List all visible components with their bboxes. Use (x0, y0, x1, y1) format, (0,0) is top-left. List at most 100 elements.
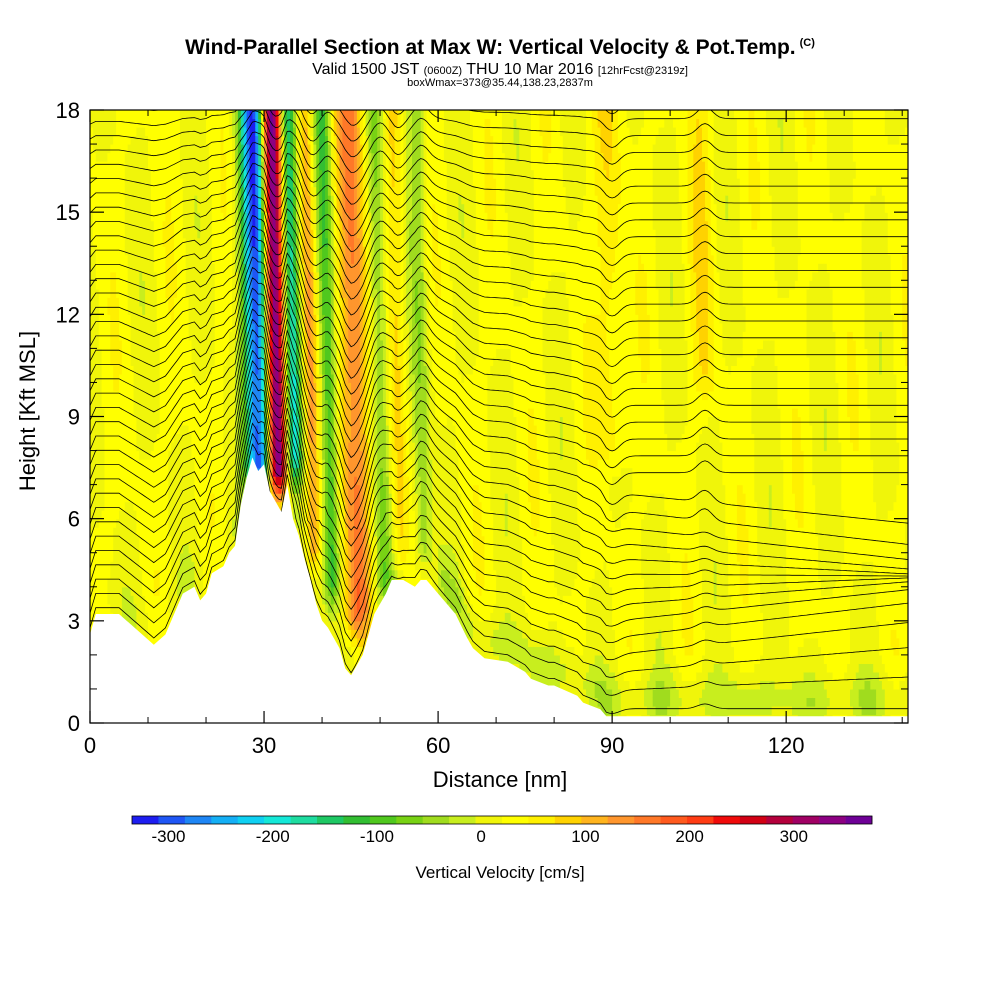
velocity-cell (168, 127, 172, 137)
velocity-cell (232, 391, 236, 401)
velocity-cell (142, 314, 146, 324)
velocity-cell (150, 280, 155, 290)
velocity-cell (179, 203, 184, 213)
velocity-cell (104, 144, 108, 154)
velocity-cell (124, 373, 129, 383)
velocity-cell (232, 510, 236, 520)
velocity-cell (156, 612, 161, 622)
velocity-cell (95, 280, 100, 290)
velocity-cell (119, 552, 123, 562)
velocity-cell (142, 169, 146, 179)
velocity-cell (139, 152, 143, 162)
velocity-cell (150, 544, 155, 554)
velocity-cell (179, 220, 184, 230)
velocity-cell (235, 169, 239, 179)
velocity-cell (121, 416, 126, 426)
velocity-cell (200, 399, 204, 409)
velocity-cell (206, 348, 210, 358)
velocity-cell (150, 433, 155, 443)
velocity-cell (148, 552, 152, 562)
velocity-cell (133, 356, 137, 366)
velocity-cell (98, 510, 103, 520)
velocity-cell (214, 399, 219, 409)
velocity-cell (220, 459, 224, 469)
velocity-cell (232, 212, 236, 222)
velocity-cell (127, 493, 132, 503)
velocity-cell (191, 152, 195, 162)
velocity-cell (220, 348, 224, 358)
velocity-cell (98, 391, 103, 401)
velocity-cell (165, 127, 169, 137)
velocity-cell (206, 425, 210, 435)
velocity-cell (133, 322, 137, 332)
velocity-cell (188, 408, 193, 418)
velocity-cell (113, 391, 117, 401)
velocity-cell (136, 603, 140, 613)
velocity-cell (113, 459, 117, 469)
velocity-cell (188, 365, 193, 375)
velocity-cell (229, 459, 233, 469)
velocity-cell (208, 220, 213, 230)
velocity-cell (95, 459, 100, 469)
velocity-cell (148, 288, 152, 298)
velocity-cell (113, 527, 117, 537)
velocity-cell (90, 510, 94, 520)
velocity-cell (177, 493, 181, 503)
velocity-cell (159, 144, 164, 154)
velocity-cell (107, 552, 111, 562)
velocity-cell (150, 637, 155, 647)
velocity-cell (130, 135, 135, 145)
velocity-cell (136, 127, 140, 137)
velocity-cell (220, 305, 224, 315)
velocity-cell (119, 254, 123, 264)
velocity-cell (116, 552, 120, 562)
velocity-cell (119, 416, 123, 426)
velocity-cell (104, 203, 108, 213)
velocity-cell (168, 254, 172, 264)
velocity-cell (116, 484, 120, 494)
velocity-cell (145, 408, 149, 418)
velocity-cell (153, 237, 158, 247)
velocity-cell (104, 442, 108, 452)
velocity-cell (174, 433, 178, 443)
velocity-cell (101, 561, 106, 571)
velocity-cell (191, 348, 195, 358)
velocity-cell (174, 561, 178, 571)
velocity-cell (113, 305, 117, 315)
forecast-info: [12hrFcst@2319z] (598, 65, 688, 77)
velocity-cell (232, 220, 236, 230)
velocity-cell (185, 356, 190, 366)
velocity-cell (116, 135, 120, 145)
velocity-cell (179, 118, 184, 128)
velocity-cell (185, 578, 190, 588)
velocity-cell (98, 535, 103, 545)
velocity-cell (206, 212, 210, 222)
velocity-cell (191, 118, 195, 128)
velocity-cell (171, 212, 175, 222)
velocity-cell (92, 322, 97, 332)
velocity-cell (133, 493, 137, 503)
velocity-cell (220, 442, 224, 452)
velocity-cell (139, 195, 143, 205)
velocity-cell (237, 484, 242, 494)
velocity-cell (110, 501, 114, 511)
velocity-cell (142, 186, 146, 196)
velocity-cell (156, 510, 161, 520)
velocity-cell (153, 271, 158, 281)
velocity-cell (217, 152, 222, 162)
velocity-cell (124, 493, 129, 503)
velocity-cell (185, 254, 190, 264)
velocity-cell (104, 552, 108, 562)
velocity-cell (150, 399, 155, 409)
velocity-cell (127, 305, 132, 315)
velocity-cell (188, 339, 193, 349)
velocity-cell (124, 169, 129, 179)
velocity-cell (124, 484, 129, 494)
velocity-cell (133, 246, 137, 256)
velocity-cell (159, 544, 164, 554)
velocity-cell (206, 110, 210, 120)
velocity-cell (139, 442, 143, 452)
velocity-cell (220, 391, 224, 401)
velocity-cell (121, 348, 126, 358)
velocity-cell (119, 348, 123, 358)
